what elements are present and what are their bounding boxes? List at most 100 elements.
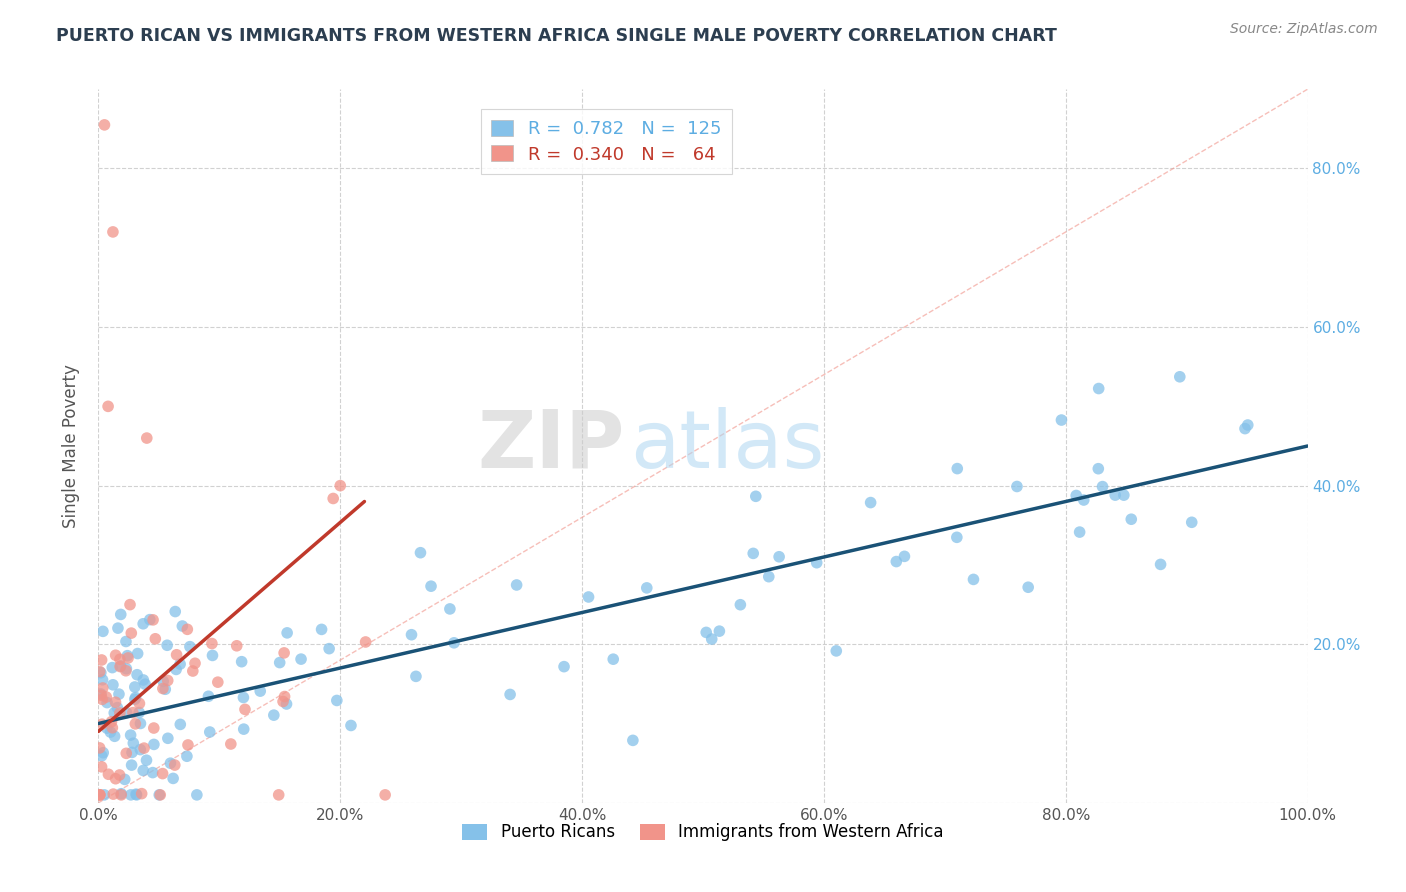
Point — [115, 706, 138, 720]
Point — [340, 718, 363, 732]
Point — [374, 788, 396, 802]
Point — [1236, 417, 1258, 432]
Point — [602, 652, 624, 666]
Point — [156, 638, 179, 652]
Point — [172, 619, 194, 633]
Point — [636, 581, 658, 595]
Point — [100, 725, 122, 739]
Point — [176, 749, 198, 764]
Point — [273, 646, 295, 660]
Y-axis label: Single Male Poverty: Single Male Poverty — [62, 364, 80, 528]
Point — [131, 787, 153, 801]
Point — [135, 753, 157, 767]
Point — [90, 760, 112, 774]
Point — [124, 680, 146, 694]
Point — [103, 706, 125, 720]
Point — [201, 636, 224, 650]
Point — [1233, 421, 1256, 435]
Point — [114, 772, 136, 787]
Point — [110, 607, 132, 622]
Point — [148, 788, 170, 802]
Point — [273, 690, 295, 704]
Point — [120, 728, 142, 742]
Point — [149, 788, 172, 802]
Point — [884, 555, 907, 569]
Point — [207, 675, 229, 690]
Point — [825, 644, 848, 658]
Point — [1087, 382, 1109, 396]
Point — [401, 628, 423, 642]
Point — [326, 693, 349, 707]
Point — [115, 662, 138, 676]
Point — [578, 590, 600, 604]
Point — [742, 546, 765, 560]
Point — [90, 748, 112, 763]
Point — [101, 660, 124, 674]
Point — [439, 602, 461, 616]
Point — [553, 659, 575, 673]
Point — [198, 725, 221, 739]
Point — [132, 673, 155, 687]
Point — [276, 697, 298, 711]
Point — [90, 653, 112, 667]
Point — [108, 687, 131, 701]
Point — [110, 788, 132, 802]
Point — [197, 690, 219, 704]
Point — [142, 613, 165, 627]
Point — [1073, 493, 1095, 508]
Point — [155, 682, 177, 697]
Point — [125, 667, 148, 681]
Point — [122, 706, 145, 720]
Point — [1069, 525, 1091, 540]
Point — [405, 669, 427, 683]
Point — [110, 787, 132, 801]
Point — [946, 461, 969, 475]
Point — [122, 736, 145, 750]
Point — [91, 624, 114, 639]
Point — [181, 664, 204, 678]
Point — [152, 681, 174, 696]
Point — [409, 546, 432, 560]
Point — [96, 690, 118, 704]
Point — [117, 648, 139, 663]
Point — [101, 225, 124, 239]
Point — [89, 665, 111, 679]
Point — [165, 605, 187, 619]
Point — [225, 639, 247, 653]
Point — [101, 678, 124, 692]
Point — [96, 721, 118, 735]
Point — [103, 787, 125, 801]
Point — [165, 662, 187, 676]
Point — [90, 688, 112, 702]
Point — [806, 556, 828, 570]
Point — [290, 652, 312, 666]
Point — [176, 623, 198, 637]
Point — [859, 495, 882, 509]
Point — [134, 677, 156, 691]
Point — [91, 681, 114, 695]
Point — [232, 722, 254, 736]
Point — [156, 731, 179, 746]
Point — [108, 652, 131, 666]
Point — [156, 673, 179, 688]
Point — [893, 549, 915, 564]
Legend: Puerto Ricans, Immigrants from Western Africa: Puerto Ricans, Immigrants from Western A… — [456, 817, 950, 848]
Point — [125, 787, 148, 801]
Point — [105, 700, 128, 714]
Point — [267, 788, 290, 802]
Point — [91, 692, 114, 706]
Point — [249, 684, 271, 698]
Point — [1050, 413, 1073, 427]
Point — [329, 478, 352, 492]
Point — [1091, 480, 1114, 494]
Point — [132, 741, 155, 756]
Point — [129, 716, 152, 731]
Point — [233, 702, 256, 716]
Point — [127, 647, 149, 661]
Point — [128, 706, 150, 720]
Point — [91, 717, 114, 731]
Text: atlas: atlas — [630, 407, 825, 485]
Point — [89, 740, 111, 755]
Point — [100, 714, 122, 729]
Point — [108, 768, 131, 782]
